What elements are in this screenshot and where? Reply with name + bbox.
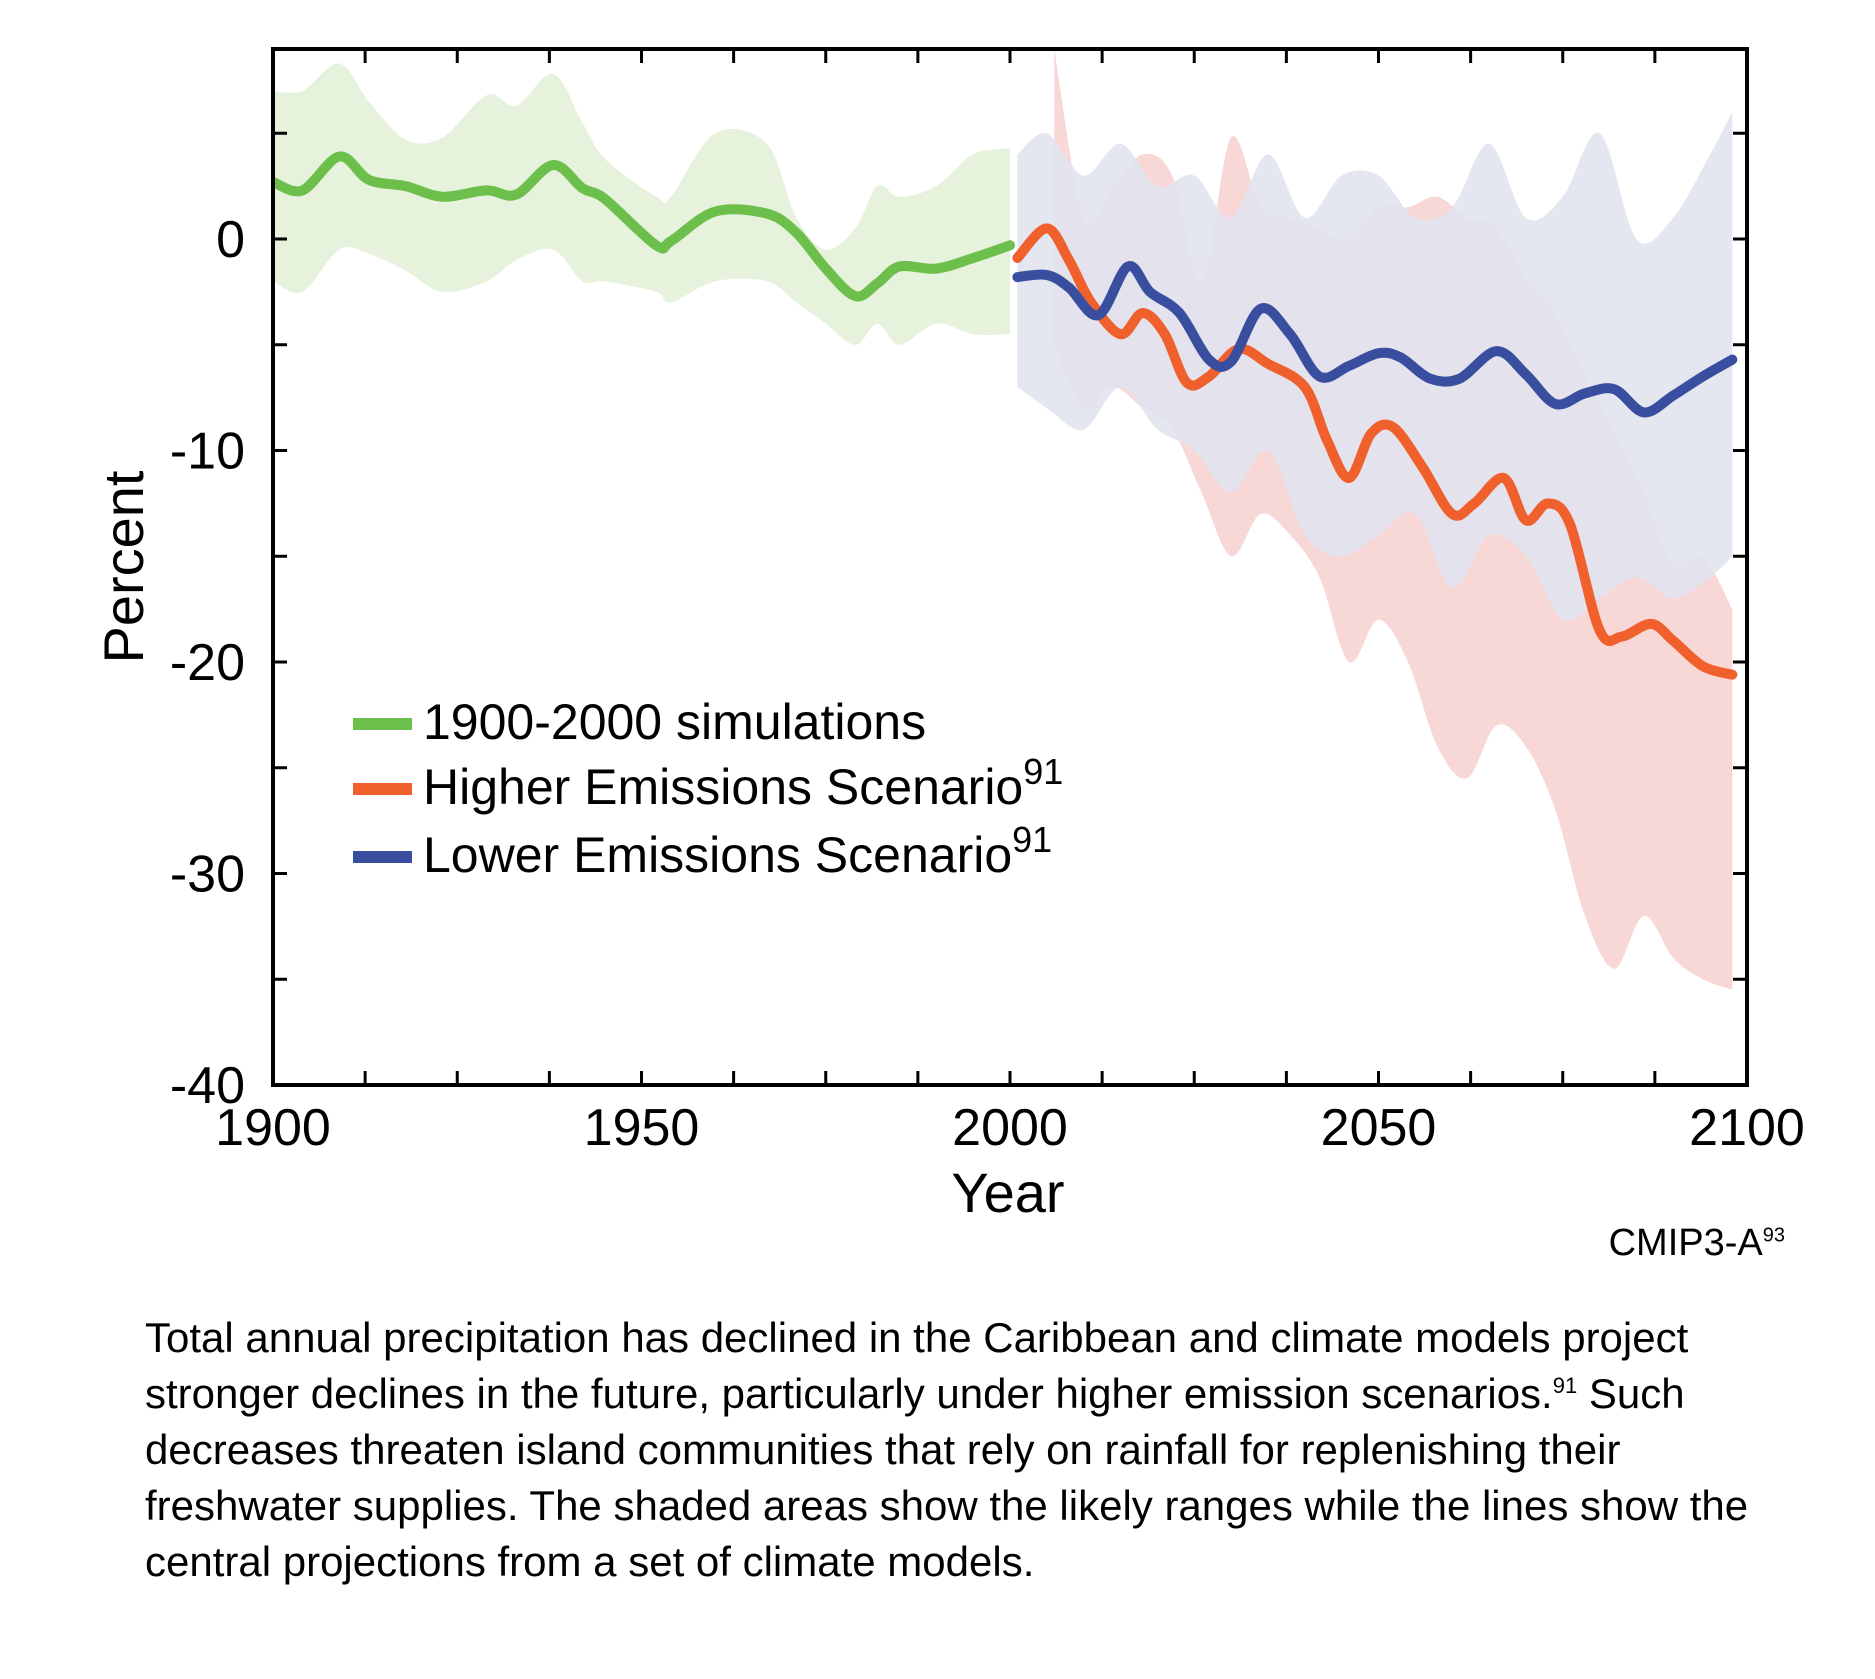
credit-text: CMIP3-A — [1608, 1222, 1763, 1264]
y-tick-label: -30 — [170, 846, 245, 904]
legend-item-historical: 1900-2000 simulations — [353, 694, 926, 750]
historical-range-band — [273, 63, 1010, 345]
y-axis-title: Percent — [92, 470, 155, 663]
x-tick-label: 1900 — [215, 1099, 331, 1157]
axis-ticks — [271, 49, 1749, 1087]
credit-superscript: 93 — [1762, 1224, 1785, 1247]
legend-label-historical: 1900-2000 simulations — [423, 694, 926, 750]
caption-superscript: 91 — [1552, 1373, 1578, 1398]
x-tick-label: 2000 — [952, 1099, 1068, 1157]
figure-caption: Total annual precipitation has declined … — [145, 1310, 1795, 1590]
y-tick-label: -10 — [170, 423, 245, 481]
lower-series-line — [1012, 261, 1738, 418]
legend-label-higher: Higher Emissions Scenario91 — [423, 751, 1063, 815]
y-tick-label: -40 — [170, 1057, 245, 1115]
higher-series-line — [1012, 223, 1738, 680]
caption-part-1: Total annual precipitation has declined … — [145, 1314, 1689, 1417]
series-lines — [273, 151, 1738, 680]
axis-tick-labels: 1900 1950 2000 2050 2100 0 -10 -20 -30 -40 — [170, 211, 1805, 1157]
legend-item-lower: Lower Emissions Scenario91 — [353, 819, 1052, 883]
legend-item-higher: Higher Emissions Scenario91 — [353, 751, 1063, 815]
lower-emissions-range-band — [1017, 112, 1733, 622]
x-tick-label: 2100 — [1689, 1099, 1805, 1157]
y-tick-label: 0 — [216, 211, 245, 269]
precipitation-chart: 1900 1950 2000 2050 2100 0 -10 -20 -30 -40 Year P… — [92, 47, 1805, 1220]
historical-series-line — [273, 151, 1015, 302]
caption-part-2: Such decreases threaten island communiti… — [145, 1370, 1749, 1585]
x-tick-label: 1950 — [584, 1099, 700, 1157]
source-credit: CMIP3-A93 — [1609, 1222, 1785, 1265]
x-tick-label: 2050 — [1321, 1099, 1437, 1157]
x-axis-title: Year — [951, 1161, 1064, 1220]
legend-label-lower: Lower Emissions Scenario91 — [423, 819, 1052, 883]
y-tick-label: -20 — [170, 634, 245, 692]
